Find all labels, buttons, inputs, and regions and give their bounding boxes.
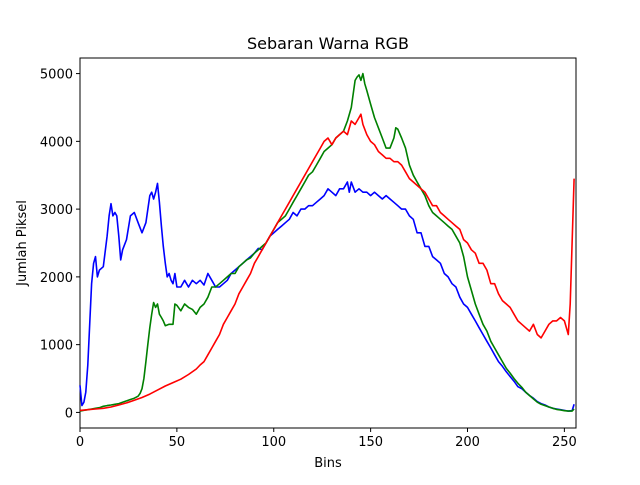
y-axis-ticks: 0 1000 2000 3000 4000 5000 [40, 68, 80, 421]
series-line-1 [79, 181, 575, 412]
x-tick-label: 50 [169, 435, 186, 450]
x-tick-label: 250 [552, 435, 577, 450]
y-axis-label: Jumlah Piksel [15, 200, 30, 287]
series-line-2 [79, 72, 575, 412]
y-tick-label: 3000 [40, 203, 73, 218]
series-layer [79, 72, 575, 412]
y-tick-label: 1000 [40, 339, 73, 354]
x-tick-label: 0 [76, 435, 84, 450]
x-tick-label: 150 [358, 435, 383, 450]
y-tick-label: 4000 [40, 135, 73, 150]
plot-area [79, 57, 577, 429]
chart-title: Sebaran Warna RGB [247, 34, 409, 53]
y-tick-label: 2000 [40, 271, 73, 286]
series-line-3 [79, 113, 575, 412]
x-axis-label: Bins [314, 456, 342, 471]
x-axis-ticks: 0 50 100 150 200 250 [76, 428, 577, 450]
y-tick-label: 0 [65, 406, 73, 421]
x-tick-label: 100 [261, 435, 286, 450]
x-tick-label: 200 [455, 435, 480, 450]
y-tick-label: 5000 [40, 68, 73, 83]
